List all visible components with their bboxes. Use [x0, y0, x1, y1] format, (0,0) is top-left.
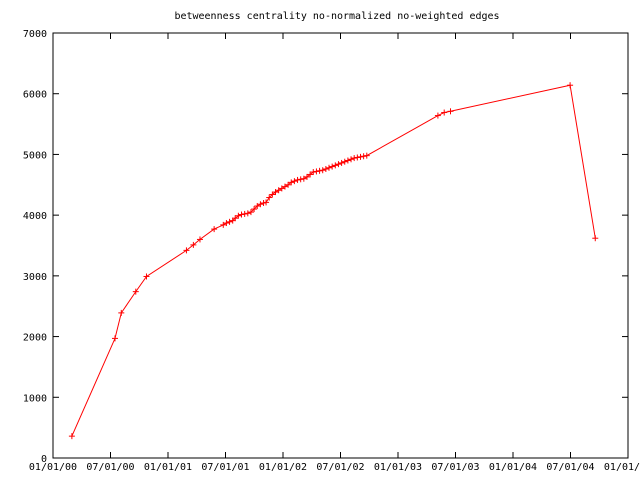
chart-title: betweenness centrality no-normalized no-…	[174, 11, 499, 22]
x-tick-label: 01/01/00	[29, 462, 77, 473]
data-point	[357, 153, 364, 160]
y-tick-label: 6000	[23, 90, 47, 101]
data-point	[441, 109, 448, 116]
data-point	[310, 169, 317, 176]
x-tick-label: 01/01/02	[259, 462, 307, 473]
data-point	[247, 209, 254, 216]
data-point	[567, 82, 574, 89]
data-point	[329, 163, 336, 170]
data-point	[223, 220, 230, 227]
data-point	[300, 175, 307, 182]
data-point	[360, 153, 367, 160]
data-point	[307, 171, 314, 178]
data-point	[132, 288, 139, 295]
data-point	[183, 247, 190, 254]
x-tick-label: 07/01/03	[431, 462, 479, 473]
data-point	[288, 179, 295, 186]
data-point	[341, 158, 348, 165]
data-point	[143, 273, 150, 280]
data-point	[294, 176, 301, 183]
data-point	[348, 156, 355, 163]
y-tick-label: 5000	[23, 150, 47, 161]
data-point	[344, 157, 351, 164]
data-point	[275, 187, 282, 194]
data-point	[260, 200, 267, 206]
data-point	[354, 154, 361, 161]
x-tick-label: 07/01/01	[201, 462, 249, 473]
x-tick-label: 01/01/05	[604, 462, 640, 473]
data-point	[272, 189, 279, 196]
data-point	[254, 203, 261, 210]
data-point	[196, 236, 203, 243]
data-point	[226, 218, 233, 225]
data-point	[351, 155, 358, 162]
data-point	[363, 152, 370, 159]
data-point	[322, 166, 329, 172]
y-tick-label: 2000	[23, 333, 47, 344]
x-tick-label: 01/01/01	[144, 462, 192, 473]
data-point	[285, 181, 292, 188]
x-tick-label: 07/01/04	[546, 462, 594, 473]
data-point	[447, 108, 454, 115]
data-point	[232, 215, 239, 222]
x-tick-label: 07/01/02	[316, 462, 364, 473]
plot-frame	[52, 32, 629, 459]
data-point	[118, 309, 125, 316]
data-point	[266, 194, 273, 201]
data-point	[332, 162, 339, 169]
data-point	[190, 241, 197, 248]
data-point	[244, 210, 251, 217]
data-point	[211, 226, 218, 233]
data-point	[112, 335, 119, 342]
data-point	[241, 210, 248, 217]
data-point	[592, 235, 599, 242]
y-tick-label: 3000	[23, 272, 47, 283]
x-tick-label: 01/01/04	[489, 462, 537, 473]
y-tick-label: 7000	[23, 29, 47, 40]
series-line	[71, 84, 596, 437]
data-point	[316, 167, 323, 174]
data-point	[278, 185, 285, 192]
data-point	[291, 178, 298, 185]
data-point	[297, 176, 304, 183]
x-axis: 01/01/00 07/01/00 01/01/01 07/01/01 01/01/02…	[29, 33, 640, 473]
data-point	[303, 173, 310, 180]
y-tick-label: 4000	[23, 211, 47, 222]
y-axis: 0 1000 2000 3000 4000 5000 6000 7000	[23, 29, 628, 465]
data-point	[338, 159, 345, 166]
y-tick-label: 0	[41, 454, 47, 465]
data-point	[335, 161, 342, 168]
data-point	[235, 212, 242, 219]
data-point	[257, 201, 264, 208]
data-point	[326, 164, 333, 171]
y-tick-label: 1000	[23, 393, 47, 404]
data-point	[238, 211, 245, 218]
data-point	[313, 168, 320, 175]
data-point	[251, 206, 258, 213]
data-point	[434, 112, 441, 119]
data-point	[263, 199, 270, 206]
x-tick-label: 01/01/03	[374, 462, 422, 473]
data-point	[281, 183, 288, 190]
data-point	[269, 191, 276, 198]
data-point	[319, 167, 326, 174]
series-layer	[68, 82, 599, 440]
data-point	[220, 221, 227, 228]
x-tick-label: 07/01/00	[86, 462, 134, 473]
data-point	[68, 433, 75, 440]
